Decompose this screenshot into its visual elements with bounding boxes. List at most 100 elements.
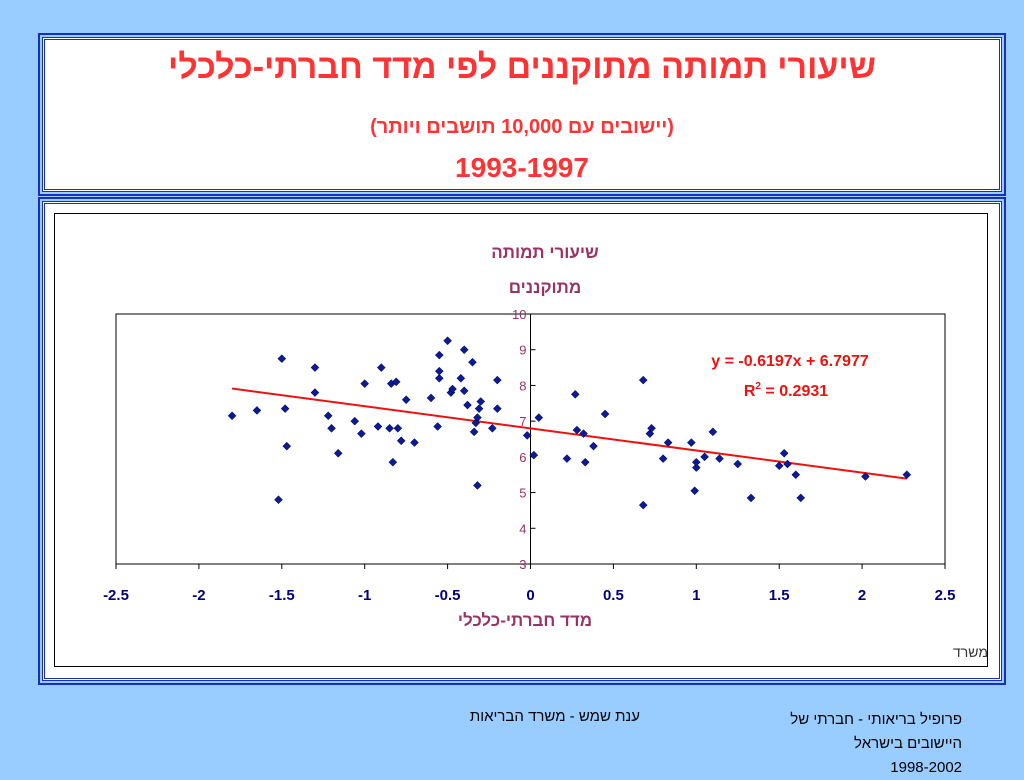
data-point — [691, 457, 701, 467]
data-point — [274, 495, 283, 505]
data-point — [434, 350, 444, 360]
y-axis-label-line2: מתוקננים — [509, 278, 581, 297]
data-point — [690, 486, 699, 496]
y-tick-label: 7 — [519, 414, 526, 429]
data-point — [448, 384, 457, 394]
data-point — [360, 379, 370, 388]
data-point — [791, 470, 801, 480]
slide-years: 1993-1997 — [455, 152, 589, 183]
data-point — [280, 404, 290, 413]
y-tick-label: 4 — [519, 521, 526, 536]
y-tick-label: 10 — [512, 307, 526, 322]
x-tick-label: 1.5 — [769, 587, 790, 604]
x-tick-label: 1 — [692, 587, 700, 604]
r2-label: R — [744, 383, 756, 400]
data-point — [350, 416, 360, 426]
footer-right-line2: היישובים בישראל — [854, 735, 962, 752]
credit-text: עיבודים : ענת שמש ויהודית אלקנה - משרד — [953, 644, 987, 660]
data-point — [663, 438, 673, 447]
data-point — [376, 363, 386, 372]
data-point — [463, 400, 472, 410]
data-point — [385, 423, 394, 433]
data-point — [580, 457, 590, 467]
data-point — [733, 459, 743, 469]
data-point — [861, 472, 870, 481]
r-squared: R2 = 0.2931 — [744, 381, 828, 400]
data-point — [473, 481, 482, 490]
trendline-group — [231, 387, 907, 480]
data-point — [459, 345, 469, 355]
data-point — [492, 375, 502, 385]
data-point — [333, 448, 343, 458]
data-point — [401, 395, 411, 405]
data-point — [426, 393, 436, 403]
chart-panel: שיעורי תמותה מתוקננים 3 4 5 6 7 8 9 10 -2.5 -2 -1.… — [42, 201, 1024, 681]
data-point — [708, 427, 718, 437]
x-tick-label: 2 — [858, 587, 866, 604]
data-point — [691, 463, 701, 472]
footer-right: פרופיל בריאותי - חברתי של היישובים בישרא… — [700, 708, 962, 780]
data-point — [658, 454, 668, 463]
data-point — [529, 450, 539, 460]
x-tick-label: 0.5 — [603, 587, 624, 604]
data-point — [589, 441, 598, 451]
data-point — [579, 429, 588, 438]
data-point — [570, 390, 580, 399]
y-tick-label: 8 — [519, 378, 526, 393]
chart-area: שיעורי תמותה מתוקננים 3 4 5 6 7 8 9 10 -2.5 -2 -1.… — [54, 213, 1024, 667]
data-point — [473, 413, 482, 422]
points-group — [227, 336, 912, 510]
data-point — [391, 377, 401, 387]
data-point — [600, 409, 610, 419]
data-point — [459, 386, 469, 396]
data-point — [357, 429, 366, 438]
data-point — [638, 500, 648, 510]
data-point — [796, 493, 806, 503]
data-point — [488, 423, 497, 433]
slide-subtitle: (יישובים עם 10,000 תושבים ויותר) — [370, 116, 674, 138]
x-tick-label: 0 — [526, 587, 534, 604]
data-point — [700, 452, 709, 462]
x-tick-label: -1 — [358, 587, 371, 604]
data-point — [715, 454, 724, 463]
data-point — [468, 357, 477, 367]
r2-value: = 0.2931 — [761, 383, 828, 400]
data-point — [686, 438, 696, 447]
data-point — [902, 470, 912, 480]
regression-equation: y = -0.6197x + 6.7977 — [711, 353, 869, 370]
footer-left: ענת שמש - משרד הבריאות — [469, 708, 640, 725]
data-point — [388, 457, 398, 467]
data-point — [562, 454, 572, 463]
data-point — [476, 397, 486, 406]
data-point — [227, 411, 237, 421]
data-point — [647, 423, 656, 433]
x-tick-label: -1.5 — [269, 587, 295, 604]
x-tick-label: -0.5 — [435, 587, 461, 604]
y-tick-label: 9 — [519, 343, 526, 358]
data-point — [572, 425, 582, 435]
data-point — [310, 363, 320, 372]
data-point — [277, 354, 287, 363]
data-point — [443, 336, 452, 346]
y-tick-label: 3 — [519, 557, 526, 572]
data-point — [746, 493, 756, 503]
data-point — [434, 366, 444, 376]
data-point — [779, 448, 789, 458]
data-point — [327, 423, 336, 433]
data-point — [774, 461, 784, 471]
y-tick-label: 5 — [519, 486, 526, 501]
data-point — [252, 406, 262, 415]
data-point — [492, 404, 502, 413]
data-point — [310, 388, 320, 397]
data-point — [534, 413, 544, 422]
data-point — [410, 438, 419, 447]
data-point — [434, 373, 444, 383]
x-tick-label: -2 — [192, 587, 205, 604]
footer-right-line1: פרופיל בריאותי - חברתי של — [790, 711, 962, 728]
data-point — [474, 404, 484, 413]
data-point — [433, 422, 443, 431]
slide-title: שיעורי תמותה מתוקננים לפי מדד חברתי-כלכל… — [168, 48, 876, 86]
x-tick-label: -2.5 — [103, 587, 129, 604]
data-point — [396, 436, 406, 446]
